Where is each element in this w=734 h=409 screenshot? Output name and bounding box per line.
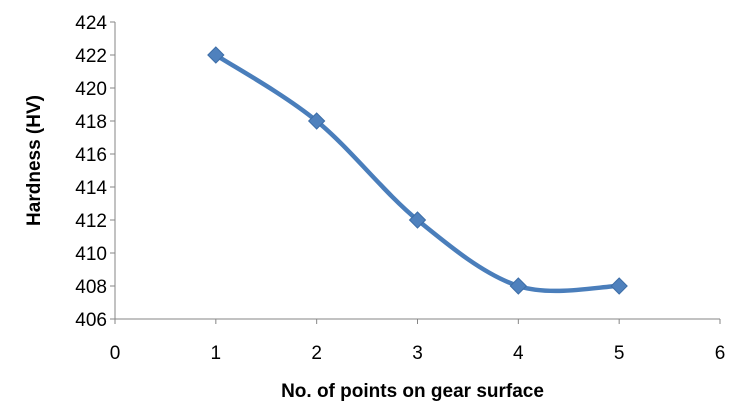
x-tick-label: 3 bbox=[412, 343, 423, 364]
y-axis-ticks: 406 408 410 412 414 416 418 420 422 424 bbox=[75, 13, 115, 331]
y-tick-label: 412 bbox=[75, 211, 107, 232]
data-point-marker bbox=[307, 112, 326, 130]
y-tick-label: 408 bbox=[75, 277, 107, 298]
y-tick-label: 424 bbox=[75, 13, 107, 34]
data-point-marker bbox=[610, 277, 628, 295]
series-line bbox=[213, 52, 622, 294]
data-point-marker bbox=[408, 211, 427, 229]
series-group bbox=[207, 46, 628, 295]
y-tick-label: 406 bbox=[75, 310, 107, 331]
x-tick-label: 0 bbox=[110, 343, 121, 364]
x-axis-ticks: 0 1 2 3 4 5 6 bbox=[110, 319, 726, 364]
y-tick-label: 416 bbox=[75, 145, 107, 166]
y-axis-title: Hardness (HV) bbox=[24, 95, 45, 226]
y-tick-label: 420 bbox=[75, 79, 107, 100]
x-tick-label: 2 bbox=[311, 343, 322, 364]
x-tick-label: 6 bbox=[715, 343, 726, 364]
x-tick-label: 1 bbox=[211, 343, 222, 364]
y-tick-label: 422 bbox=[75, 46, 107, 67]
y-tick-label: 410 bbox=[75, 244, 107, 265]
data-point-marker bbox=[207, 46, 225, 64]
x-tick-label: 5 bbox=[614, 343, 625, 364]
x-axis-title: No. of points on gear surface bbox=[281, 381, 544, 402]
data-point-marker bbox=[509, 277, 528, 295]
y-tick-label: 414 bbox=[75, 178, 107, 199]
y-tick-label: 418 bbox=[75, 112, 107, 133]
x-tick-label: 4 bbox=[513, 343, 524, 364]
